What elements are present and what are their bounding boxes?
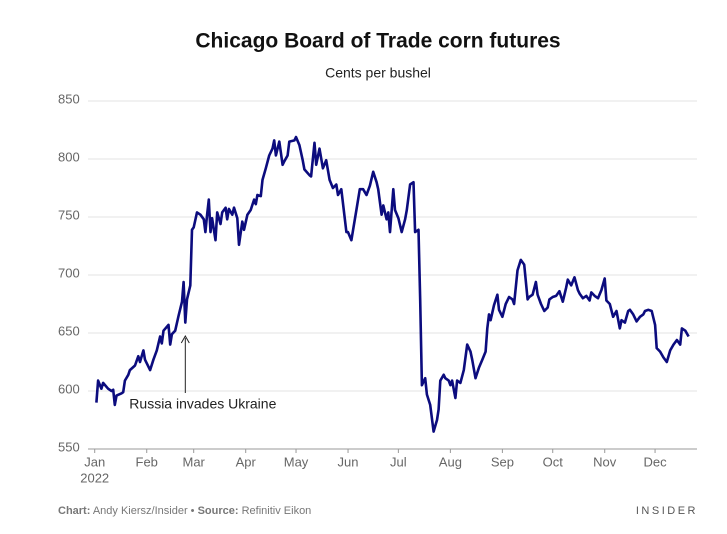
x-tick-label: Nov bbox=[593, 454, 617, 469]
annotation: Russia invades Ukraine bbox=[129, 396, 276, 412]
y-tick-label: 650 bbox=[58, 323, 80, 338]
chart-label: Chart: bbox=[58, 505, 90, 517]
x-tick-label: May bbox=[284, 454, 309, 469]
x-tick-label: Oct bbox=[543, 454, 564, 469]
chart-title: Chicago Board of Trade corn futures bbox=[195, 30, 560, 53]
source-credit: Refinitiv Eikon bbox=[242, 505, 312, 517]
y-tick-label: 550 bbox=[58, 439, 80, 454]
x-tick-label: Sep bbox=[491, 454, 514, 469]
x-tick-label: Jan bbox=[84, 454, 105, 469]
chart-subtitle: Cents per bushel bbox=[325, 65, 431, 81]
x-year-label: 2022 bbox=[80, 470, 109, 485]
y-tick-label: 750 bbox=[58, 207, 80, 222]
x-tick-label: Mar bbox=[182, 454, 205, 469]
y-tick-label: 700 bbox=[58, 265, 80, 280]
footer: Chart: Andy Kiersz/Insider • Source: Ref… bbox=[58, 505, 311, 517]
x-tick-label: Apr bbox=[236, 454, 257, 469]
x-tick-label: Feb bbox=[136, 454, 158, 469]
x-tick-label: Dec bbox=[643, 454, 667, 469]
x-tick-label: Jun bbox=[338, 454, 359, 469]
annotation-arrowhead bbox=[180, 334, 190, 344]
x-tick-label: Aug bbox=[439, 454, 462, 469]
logo: INSIDER bbox=[636, 505, 698, 517]
line bbox=[95, 135, 690, 433]
chart-credit: Andy Kiersz/Insider • bbox=[93, 505, 195, 517]
x-tick-label: Jul bbox=[390, 454, 407, 469]
y-tick-label: 600 bbox=[58, 381, 80, 396]
source-label: Source: bbox=[198, 505, 239, 517]
y-tick-label: 850 bbox=[58, 91, 80, 106]
y-tick-label: 800 bbox=[58, 149, 80, 164]
